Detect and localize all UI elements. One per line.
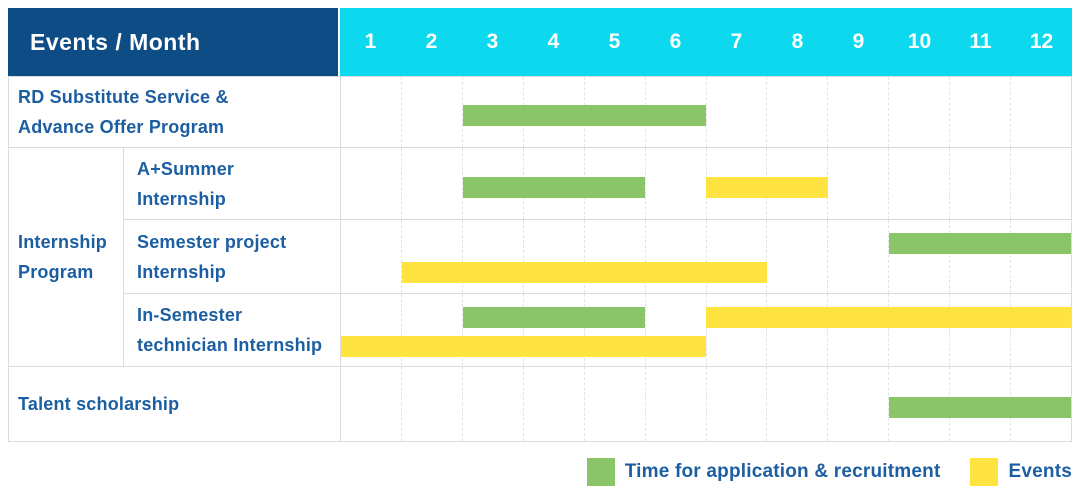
grid-column <box>524 220 585 293</box>
grid-column <box>767 77 829 147</box>
grid-column <box>646 220 707 293</box>
grid-column <box>767 367 829 441</box>
group-label: Internship Program <box>8 147 123 366</box>
legend-item: Events <box>970 458 1072 486</box>
grid-column <box>402 77 463 147</box>
grid-column <box>950 294 1012 366</box>
grid-column <box>341 148 402 219</box>
month-label-9: 9 <box>852 30 865 53</box>
row-label: A+Summer Internship <box>123 147 340 219</box>
grid-column <box>524 294 585 366</box>
row-chart <box>340 76 1072 147</box>
events-month-table: Events / Month 1 2 3 4 5 6 7 8 9 10 11 12 Internshi… <box>8 8 1072 442</box>
gantt-bar <box>462 307 646 328</box>
gantt-bar <box>341 336 706 357</box>
grid-column <box>341 294 402 366</box>
grid-column <box>950 148 1012 219</box>
grid-column <box>402 367 463 441</box>
grid-column <box>889 77 951 147</box>
legend-label: Time for application & recruitment <box>624 461 941 482</box>
grid-column <box>950 77 1012 147</box>
row-chart <box>340 147 1072 219</box>
grid-column <box>1011 294 1071 366</box>
gantt-bar <box>888 233 1071 254</box>
grid-column <box>646 148 707 219</box>
table-header-events-month: Events / Month <box>8 8 340 76</box>
grid-column <box>707 294 768 366</box>
month-label-8: 8 <box>791 30 804 53</box>
grid-column <box>828 148 890 219</box>
row-chart <box>340 219 1072 293</box>
grid-column <box>828 220 890 293</box>
grid-column <box>828 367 890 441</box>
grid-column <box>1011 220 1071 293</box>
month-label-2: 2 <box>425 30 438 53</box>
grid-column <box>767 294 829 366</box>
gantt-bar <box>462 105 706 126</box>
month-label-7: 7 <box>730 30 743 53</box>
month-label-1: 1 <box>364 30 377 53</box>
grid-column <box>463 294 524 366</box>
grid-column <box>402 148 463 219</box>
grid-column <box>828 77 890 147</box>
legend: Time for application & recruitment Events <box>586 458 1072 486</box>
month-header-row: 1 2 3 4 5 6 7 8 9 10 11 12 <box>340 8 1072 76</box>
month-label-10: 10 <box>907 30 932 53</box>
row-chart <box>340 293 1072 366</box>
row-label: RD Substitute Service & Advance Offer Pro… <box>8 76 340 147</box>
grid-column <box>585 294 646 366</box>
row-label: Semester project Internship <box>123 219 340 293</box>
grid-column <box>707 220 768 293</box>
legend-swatch <box>586 458 615 486</box>
legend-swatch <box>970 458 999 486</box>
grid-column <box>341 367 402 441</box>
grid-column <box>707 77 768 147</box>
grid-column <box>524 367 585 441</box>
row-label: Talent scholarship <box>8 366 340 442</box>
grid-column <box>463 367 524 441</box>
grid-column <box>402 294 463 366</box>
grid-column <box>828 294 890 366</box>
grid-column <box>402 220 463 293</box>
grid-column <box>889 148 951 219</box>
gantt-bar <box>706 307 1071 328</box>
grid-column <box>950 220 1012 293</box>
month-label-6: 6 <box>669 30 682 53</box>
grid-column <box>646 294 707 366</box>
grid-column <box>767 220 829 293</box>
grid-column <box>585 220 646 293</box>
grid-column <box>646 367 707 441</box>
grid-column <box>341 220 402 293</box>
month-label-12: 12 <box>1029 30 1054 53</box>
grid-column <box>646 77 707 147</box>
grid-column <box>1011 148 1071 219</box>
gantt-bar <box>888 397 1071 418</box>
legend-label: Events <box>1008 461 1072 482</box>
row-label: In-Semester technician Internship <box>123 293 340 366</box>
gantt-bar <box>401 262 767 283</box>
month-label-11: 11 <box>969 30 992 53</box>
grid-column <box>1011 77 1071 147</box>
grid-column <box>585 367 646 441</box>
grid-column <box>707 367 768 441</box>
legend-item: Time for application & recruitment <box>586 458 941 486</box>
gantt-bar <box>462 176 646 198</box>
grid-column <box>463 220 524 293</box>
gantt-bar <box>706 176 828 198</box>
grid-column <box>767 148 829 219</box>
grid-column <box>341 77 402 147</box>
grid-column <box>889 220 951 293</box>
month-label-3: 3 <box>486 30 499 53</box>
grid-column <box>889 294 951 366</box>
month-label-4: 4 <box>547 30 560 53</box>
month-label-5: 5 <box>608 30 621 53</box>
row-chart <box>340 366 1072 442</box>
